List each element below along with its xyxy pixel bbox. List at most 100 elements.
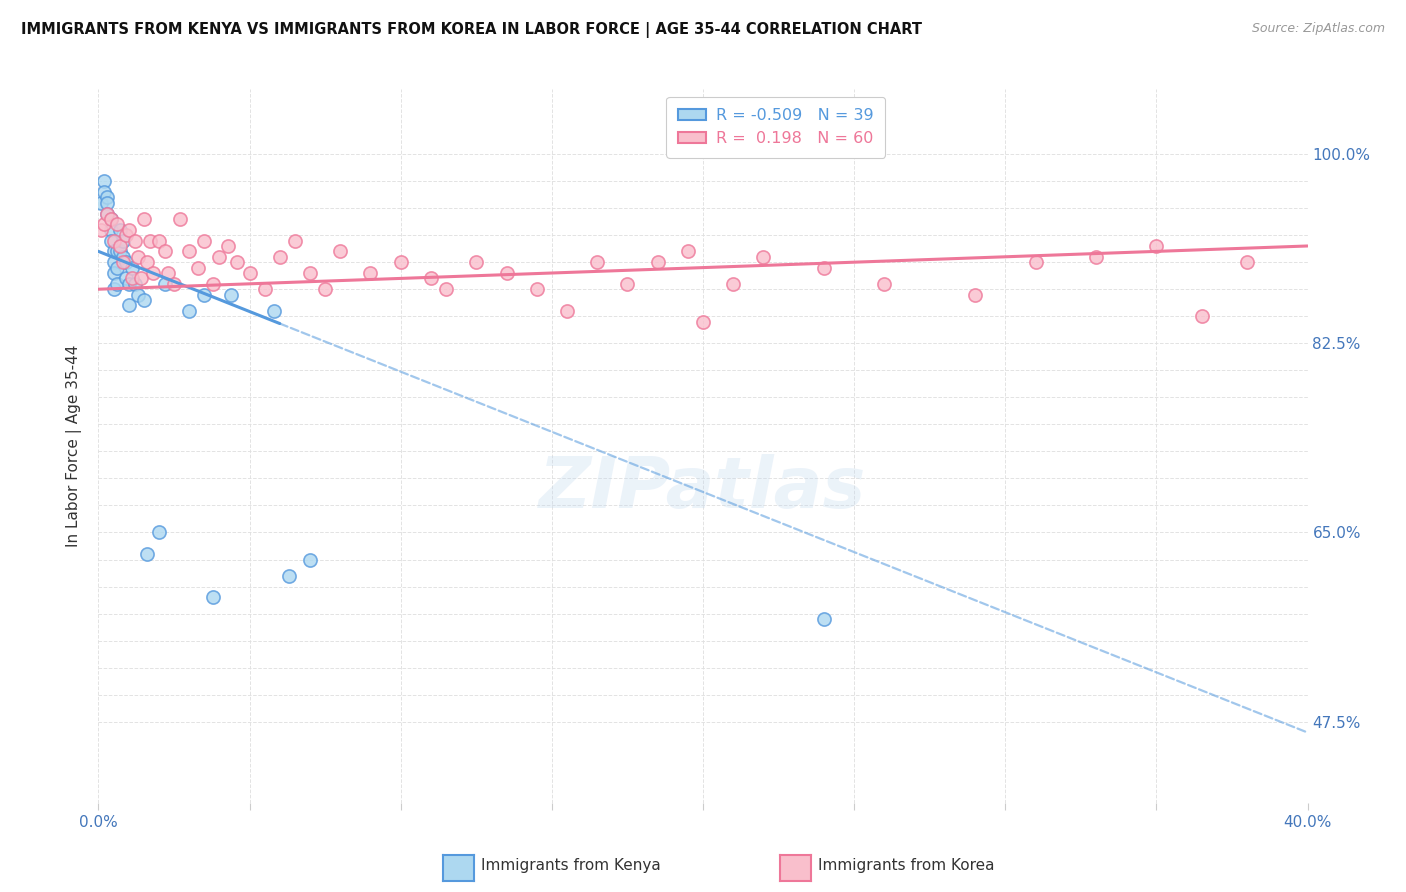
Point <box>96 195 118 210</box>
Point <box>93 185 115 199</box>
Point <box>616 277 638 291</box>
Point <box>100 211 122 226</box>
Point <box>465 255 488 269</box>
Point <box>93 174 115 188</box>
Point <box>121 271 143 285</box>
Point <box>108 239 131 253</box>
Point <box>586 255 609 269</box>
Point <box>142 266 165 280</box>
Point <box>111 255 134 269</box>
Point <box>105 277 128 291</box>
Point <box>135 255 157 269</box>
Point <box>299 552 322 566</box>
Point <box>187 260 209 275</box>
Point <box>132 211 155 226</box>
Point <box>100 234 122 248</box>
Point <box>284 234 307 248</box>
Point <box>111 234 134 248</box>
Point <box>132 293 155 307</box>
Point <box>1144 239 1167 253</box>
Point <box>813 260 835 275</box>
Point <box>103 282 125 296</box>
Point <box>299 266 322 280</box>
Point <box>139 234 162 248</box>
Point <box>389 255 412 269</box>
Point <box>676 244 699 259</box>
Point <box>96 190 118 204</box>
Point <box>163 277 186 291</box>
Point <box>723 277 745 291</box>
Point <box>127 250 149 264</box>
Point <box>121 260 143 275</box>
Text: Immigrants from Korea: Immigrants from Korea <box>818 858 995 872</box>
Point <box>108 223 131 237</box>
Point <box>269 250 291 264</box>
Point <box>329 244 352 259</box>
Text: ZIPatlas: ZIPatlas <box>540 454 866 524</box>
Point <box>813 612 835 626</box>
Point <box>360 266 382 280</box>
Y-axis label: In Labor Force | Age 35-44: In Labor Force | Age 35-44 <box>66 345 83 547</box>
Point <box>1024 255 1046 269</box>
Point <box>148 525 170 540</box>
Point <box>965 287 987 301</box>
Point <box>118 223 141 237</box>
Point <box>692 315 714 329</box>
Point <box>179 303 201 318</box>
Text: Source: ZipAtlas.com: Source: ZipAtlas.com <box>1251 22 1385 36</box>
Point <box>202 277 225 291</box>
Text: IMMIGRANTS FROM KENYA VS IMMIGRANTS FROM KOREA IN LABOR FORCE | AGE 35-44 CORREL: IMMIGRANTS FROM KENYA VS IMMIGRANTS FROM… <box>21 22 922 38</box>
Point <box>208 250 231 264</box>
Point <box>1085 250 1108 264</box>
Point <box>434 282 457 296</box>
Point <box>129 271 152 285</box>
Point <box>124 234 146 248</box>
Point <box>90 195 112 210</box>
Point <box>103 255 125 269</box>
Point <box>124 277 146 291</box>
Point <box>253 282 276 296</box>
Point <box>103 244 125 259</box>
Point <box>169 211 191 226</box>
Point <box>105 260 128 275</box>
Point <box>103 234 125 248</box>
Point <box>221 287 243 301</box>
Point <box>96 206 118 220</box>
Point <box>127 287 149 301</box>
Point <box>105 218 128 232</box>
Point <box>314 282 336 296</box>
Point <box>114 271 136 285</box>
Legend: R = -0.509   N = 39, R =  0.198   N = 60: R = -0.509 N = 39, R = 0.198 N = 60 <box>666 97 884 158</box>
Point <box>1191 310 1213 324</box>
Point <box>96 206 118 220</box>
Point <box>153 277 176 291</box>
Point <box>752 250 775 264</box>
Point <box>193 234 215 248</box>
Point <box>873 277 896 291</box>
Point <box>179 244 201 259</box>
Point <box>118 298 141 312</box>
Point <box>135 547 157 561</box>
Point <box>100 211 122 226</box>
Point <box>153 244 176 259</box>
Point <box>90 223 112 237</box>
Point <box>495 266 517 280</box>
Point <box>239 266 262 280</box>
Point <box>420 271 443 285</box>
Text: Immigrants from Kenya: Immigrants from Kenya <box>481 858 661 872</box>
Point <box>100 223 122 237</box>
Point <box>226 255 249 269</box>
Point <box>148 234 170 248</box>
Point <box>114 228 136 243</box>
Point <box>93 218 115 232</box>
Point <box>202 591 225 605</box>
Point <box>156 266 179 280</box>
Point <box>647 255 669 269</box>
Point <box>263 303 285 318</box>
Point <box>105 244 128 259</box>
Point <box>526 282 548 296</box>
Point <box>277 568 299 582</box>
Point <box>1236 255 1258 269</box>
Point <box>111 250 134 264</box>
Point <box>118 277 141 291</box>
